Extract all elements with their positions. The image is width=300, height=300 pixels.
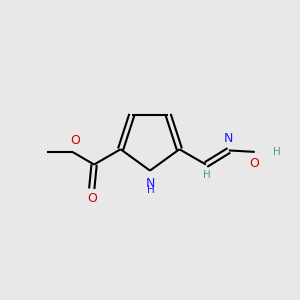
Text: H: H (203, 170, 211, 180)
Text: O: O (249, 157, 259, 170)
Text: N: N (224, 132, 234, 145)
Text: O: O (87, 192, 97, 205)
Text: O: O (70, 134, 80, 147)
Text: H: H (273, 147, 281, 157)
Text: H: H (147, 185, 154, 195)
Text: N: N (146, 177, 155, 190)
